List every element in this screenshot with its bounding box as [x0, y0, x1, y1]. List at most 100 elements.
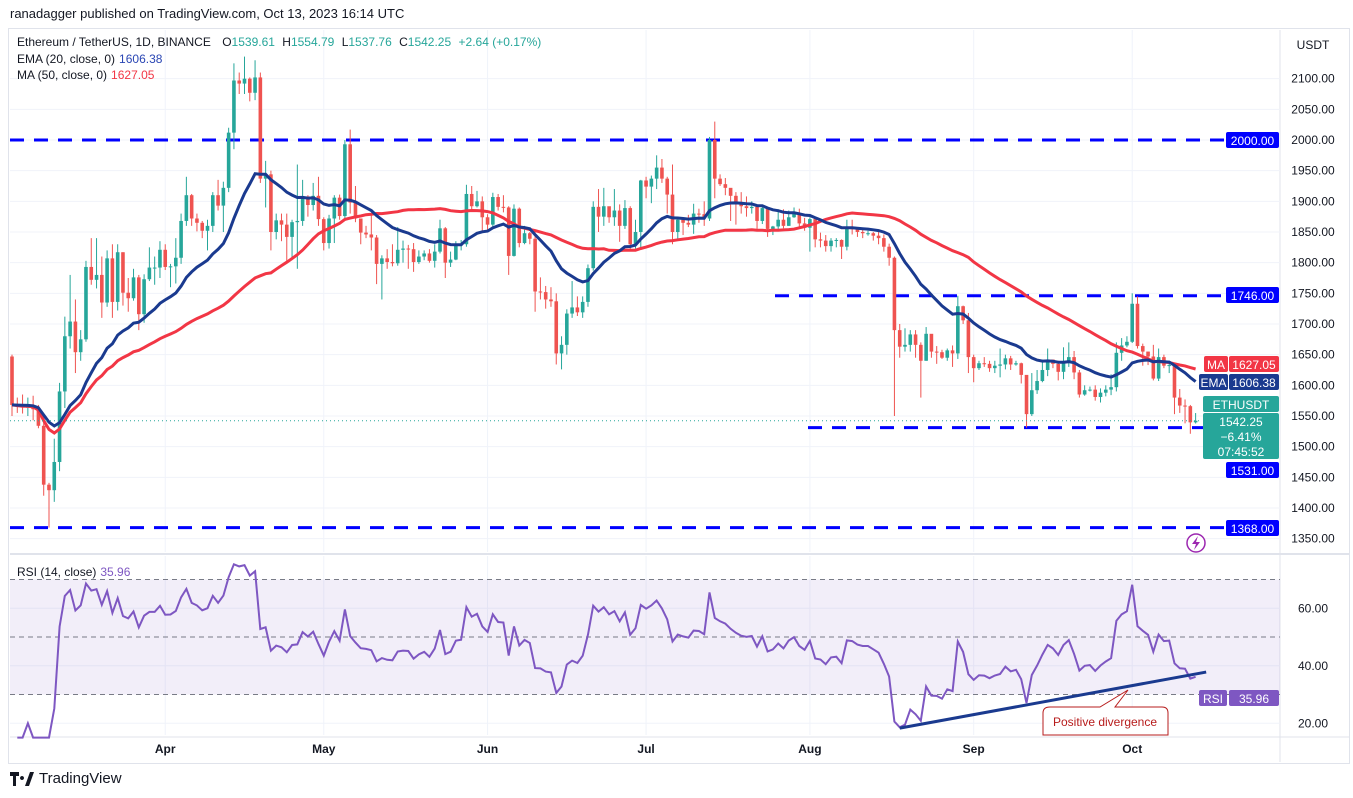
candle[interactable] — [628, 206, 633, 251]
candle[interactable] — [237, 72, 242, 95]
candle[interactable] — [226, 127, 231, 193]
ema-legend[interactable]: EMA (20, close, 0) 1606.38 — [17, 52, 163, 66]
candle[interactable] — [485, 214, 490, 232]
candle[interactable] — [802, 217, 807, 231]
candle[interactable] — [263, 160, 268, 208]
candle[interactable] — [174, 238, 178, 284]
candle[interactable] — [343, 140, 347, 221]
candle[interactable] — [475, 190, 479, 208]
rsi-trendline[interactable] — [899, 670, 1207, 730]
candle[interactable] — [1003, 354, 1008, 370]
candle[interactable] — [364, 225, 368, 239]
candle[interactable] — [358, 218, 363, 245]
candle[interactable] — [723, 178, 728, 196]
candle[interactable] — [432, 244, 437, 268]
candle[interactable] — [1030, 373, 1034, 416]
candle[interactable] — [1072, 350, 1076, 380]
candle[interactable] — [755, 204, 759, 229]
candle[interactable] — [1024, 374, 1029, 428]
candle[interactable] — [1077, 369, 1082, 398]
candle[interactable] — [1008, 355, 1013, 370]
candle[interactable] — [839, 239, 844, 259]
candle[interactable] — [623, 200, 627, 229]
candle[interactable] — [612, 189, 617, 226]
candle[interactable] — [242, 56, 247, 95]
candle[interactable] — [1098, 388, 1103, 403]
candle[interactable] — [290, 219, 294, 258]
ema-badge-value[interactable]: 1606.38 — [1229, 374, 1279, 390]
lightning-icon[interactable] — [1186, 533, 1206, 553]
candle[interactable] — [681, 219, 685, 236]
candle[interactable] — [649, 175, 654, 204]
candle[interactable] — [374, 235, 379, 285]
candle[interactable] — [501, 195, 506, 213]
candle[interactable] — [913, 330, 918, 358]
candle[interactable] — [52, 438, 57, 502]
candle[interactable] — [697, 208, 701, 223]
candle[interactable] — [385, 249, 389, 269]
candle[interactable] — [1140, 343, 1145, 366]
candle[interactable] — [1014, 360, 1018, 366]
candle[interactable] — [1019, 362, 1024, 384]
candle[interactable] — [448, 251, 453, 267]
candle[interactable] — [871, 231, 876, 241]
candle[interactable] — [1156, 348, 1161, 382]
candle[interactable] — [41, 414, 46, 496]
rsi-line[interactable] — [17, 563, 1196, 739]
candle[interactable] — [670, 164, 675, 245]
rsi-legend[interactable]: RSI (14, close) 35.96 — [17, 565, 131, 579]
candle[interactable] — [506, 206, 511, 275]
candle[interactable] — [1125, 336, 1129, 348]
positive-divergence-callout[interactable]: Positive divergence — [1042, 689, 1169, 736]
ma-badge-value[interactable]: 1627.05 — [1229, 356, 1279, 372]
candle[interactable] — [258, 72, 263, 183]
candle[interactable] — [712, 121, 717, 199]
candle[interactable] — [115, 244, 120, 311]
candle[interactable] — [195, 213, 199, 232]
candle[interactable] — [63, 316, 67, 409]
candle[interactable] — [126, 277, 131, 312]
candle[interactable] — [184, 176, 189, 226]
ma-badge-label[interactable]: MA — [1204, 356, 1228, 372]
candle[interactable] — [1056, 360, 1061, 381]
candle[interactable] — [675, 217, 680, 241]
candle[interactable] — [940, 349, 944, 359]
candle[interactable] — [121, 252, 125, 306]
candle[interactable] — [644, 176, 648, 199]
candle[interactable] — [1177, 388, 1182, 413]
candle[interactable] — [982, 357, 987, 367]
candle[interactable] — [876, 230, 881, 245]
candle[interactable] — [100, 256, 104, 318]
candle[interactable] — [987, 360, 992, 372]
candle[interactable] — [469, 185, 474, 211]
candle[interactable] — [760, 205, 765, 225]
candle[interactable] — [602, 187, 606, 226]
candle[interactable] — [279, 213, 284, 242]
candle[interactable] — [232, 63, 236, 150]
candle[interactable] — [68, 274, 72, 349]
candle[interactable] — [395, 227, 400, 266]
candle[interactable] — [1135, 296, 1140, 349]
candle[interactable] — [813, 219, 817, 248]
candle[interactable] — [808, 217, 812, 252]
candle[interactable] — [295, 164, 300, 269]
candle[interactable] — [496, 193, 500, 211]
candle[interactable] — [1172, 365, 1177, 415]
candle[interactable] — [823, 235, 828, 252]
candle[interactable] — [427, 249, 432, 263]
candle[interactable] — [152, 256, 157, 285]
candle[interactable] — [543, 285, 548, 309]
candle[interactable] — [538, 277, 543, 300]
candle[interactable] — [903, 328, 907, 352]
candle[interactable] — [908, 330, 913, 352]
candle[interactable] — [845, 219, 849, 251]
candle[interactable] — [866, 230, 870, 236]
ma-legend[interactable]: MA (50, close, 0) 1627.05 — [17, 68, 155, 82]
candle[interactable] — [89, 238, 94, 285]
candle[interactable] — [94, 238, 99, 289]
candle[interactable] — [966, 312, 971, 374]
candle[interactable] — [570, 281, 574, 318]
candle[interactable] — [776, 209, 780, 231]
candle[interactable] — [1040, 359, 1045, 383]
candle[interactable] — [105, 250, 109, 307]
